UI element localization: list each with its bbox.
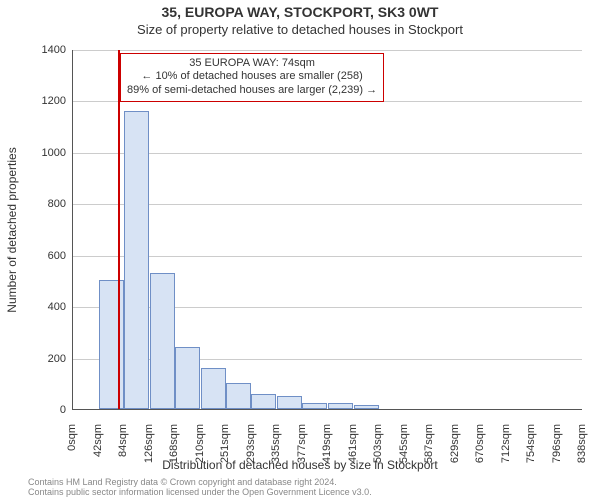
- annotation-line-1: ← 10% of detached houses are smaller (25…: [127, 70, 377, 84]
- y-axis-label: Number of detached properties: [5, 147, 19, 312]
- x-tick-container: 0sqm42sqm84sqm126sqm168sqm210sqm251sqm29…: [72, 414, 582, 464]
- histogram-bar: [150, 273, 175, 409]
- y-tick-label: 600: [26, 250, 66, 262]
- x-tick-label: 42sqm: [92, 424, 104, 457]
- histogram-bar: [328, 403, 353, 409]
- histogram-bar: [124, 111, 149, 409]
- x-tick-label: 0sqm: [66, 424, 78, 451]
- y-tick-label: 1200: [26, 95, 66, 107]
- chart-container: 35, EUROPA WAY, STOCKPORT, SK3 0WT Size …: [0, 0, 600, 500]
- property-marker-line: [118, 50, 120, 409]
- annotation-line-0: 35 EUROPA WAY: 74sqm: [127, 57, 377, 71]
- gridline: [73, 204, 582, 205]
- annotation-line-2: 89% of semi-detached houses are larger (…: [127, 84, 377, 98]
- y-tick-container: 0200400600800100012001400: [26, 50, 68, 410]
- plot-area: 35 EUROPA WAY: 74sqm← 10% of detached ho…: [72, 50, 582, 410]
- gridline: [73, 256, 582, 257]
- gridline: [73, 153, 582, 154]
- y-tick-label: 1400: [26, 44, 66, 56]
- footer-line-2: Contains public sector information licen…: [28, 488, 372, 498]
- histogram-bar: [302, 403, 327, 409]
- chart-subtitle: Size of property relative to detached ho…: [0, 22, 600, 37]
- address-title: 35, EUROPA WAY, STOCKPORT, SK3 0WT: [0, 4, 600, 20]
- x-tick-label: 84sqm: [117, 424, 129, 457]
- histogram-bar: [277, 396, 302, 409]
- gridline: [73, 50, 582, 51]
- x-axis-label: Distribution of detached houses by size …: [0, 458, 600, 472]
- histogram-bar: [175, 347, 200, 409]
- histogram-bar: [251, 394, 276, 409]
- annotation-box: 35 EUROPA WAY: 74sqm← 10% of detached ho…: [120, 53, 384, 102]
- y-tick-label: 0: [26, 404, 66, 416]
- histogram-bar: [201, 368, 226, 409]
- y-tick-label: 400: [26, 301, 66, 313]
- attribution-footer: Contains HM Land Registry data © Crown c…: [28, 478, 372, 498]
- y-tick-label: 1000: [26, 147, 66, 159]
- y-tick-label: 800: [26, 198, 66, 210]
- y-tick-label: 200: [26, 353, 66, 365]
- histogram-bar: [226, 383, 251, 409]
- histogram-bar: [354, 405, 379, 409]
